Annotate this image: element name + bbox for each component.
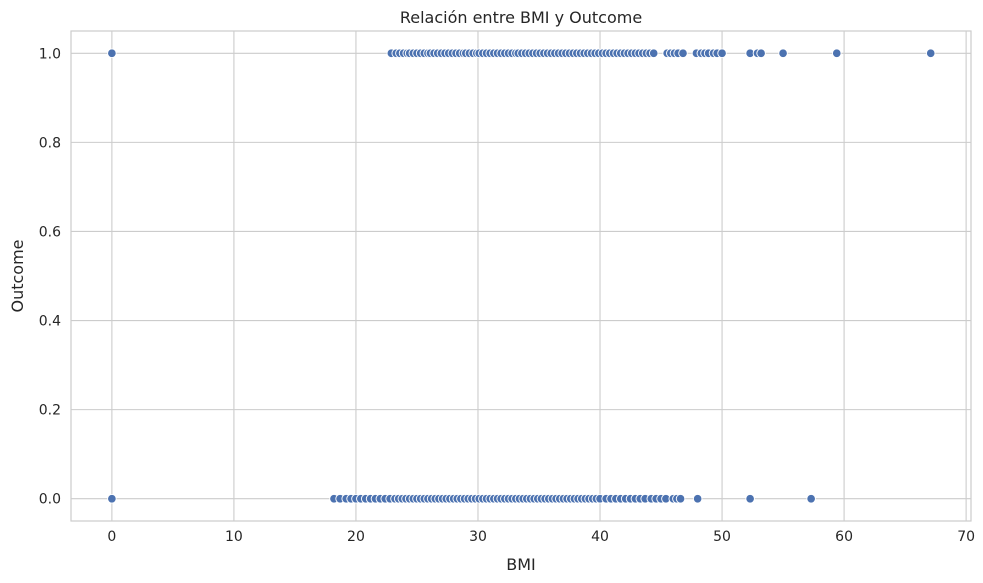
data-point [678,48,688,59]
y-tick-label: 0.8 [39,135,61,151]
data-point [692,493,703,504]
x-tick-label: 50 [713,529,731,545]
plot-area [71,31,971,521]
y-tick-labels: 0.0 0.2 0.4 0.6 0.8 1.0 [39,46,61,507]
x-tick-label: 40 [591,529,609,545]
data-point [648,48,659,59]
data-point [717,48,727,59]
series-outcome-0 [107,493,816,504]
data-point [745,493,755,504]
y-tick-label: 0.4 [39,314,61,330]
chart-title: Relación entre BMI y Outcome [400,8,642,27]
data-point [925,48,936,59]
x-tick-label: 60 [835,529,853,545]
x-tick-label: 20 [347,529,365,545]
x-axis-title: BMI [506,555,536,574]
plot-frame [70,30,972,522]
y-tick-label: 0.2 [39,403,61,419]
x-tick-label: 10 [225,529,243,545]
data-point [806,493,816,504]
y-axis-title: Outcome [8,239,27,312]
data-point [832,48,842,59]
y-tick-label: 1.0 [39,46,61,62]
data-point [107,493,117,504]
data-point [778,48,788,59]
x-gridlines [111,31,967,521]
x-tick-label: 30 [469,529,487,545]
data-point [107,48,117,59]
y-tick-label: 0.6 [39,224,61,240]
data-point [675,493,686,504]
x-tick-label: 0 [107,529,116,545]
data-point [756,48,766,59]
x-tick-labels: 0 10 20 30 40 50 60 70 [107,529,975,545]
x-tick-label: 70 [957,529,975,545]
y-tick-label: 0.0 [39,492,61,508]
series-outcome-1 [107,48,936,59]
